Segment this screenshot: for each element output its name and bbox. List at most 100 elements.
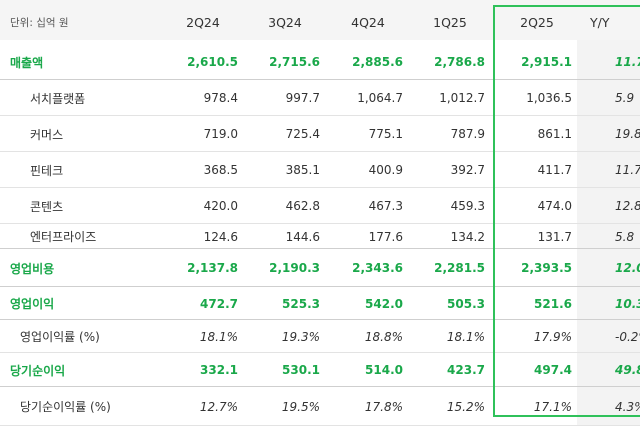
row-label: 매출액 [10, 55, 44, 70]
row-divider [0, 248, 640, 249]
value-cell: 385.1 [285, 163, 320, 177]
value-cell: 17.1% [533, 399, 572, 414]
row-divider [0, 352, 640, 353]
table-row: 콘텐츠 420.0 462.8 467.3 459.3 474.0 12.8 [0, 188, 640, 224]
value-cell: 18.8% [364, 329, 403, 344]
value-cell: 124.6 [203, 229, 238, 244]
row-label: 콘텐츠 [30, 199, 64, 214]
table-row: 당기순이익 332.1 530.1 514.0 423.7 497.4 49.8 [0, 353, 640, 387]
value-cell: 17.8% [364, 399, 403, 414]
value-cell: 18.1% [446, 329, 485, 344]
value-cell: 392.7 [450, 163, 485, 177]
column-header: 1Q25 [433, 14, 467, 30]
table-row: 매출액 2,610.5 2,715.6 2,885.6 2,786.8 2,915.1 11… [0, 44, 640, 80]
value-cell: 521.6 [534, 296, 572, 311]
column-header: Y/Y [590, 14, 610, 30]
table-row: 커머스 719.0 725.4 775.1 787.9 861.1 19.8 [0, 116, 640, 152]
value-cell: 1,036.5 [526, 91, 572, 105]
value-cell: 2,885.6 [352, 55, 403, 69]
value-cell: 497.4 [534, 363, 572, 377]
column-header: 2Q25 [520, 14, 554, 30]
value-cell: 2,137.8 [187, 261, 238, 275]
value-cell: 18.1% [199, 329, 238, 344]
table-row: 핀테크 368.5 385.1 400.9 392.7 411.7 11.7 [0, 152, 640, 188]
table-row: 서치플랫폼 978.4 997.7 1,064.7 1,012.7 1,036.5 5.9 [0, 80, 640, 116]
value-cell: 997.7 [285, 91, 320, 105]
value-cell: 474.0 [537, 199, 572, 213]
value-cell: 420.0 [203, 199, 238, 213]
value-cell: 530.1 [282, 363, 320, 377]
row-label: 당기순이익 [10, 363, 66, 378]
table-row: 영업비용 2,137.8 2,190.3 2,343.6 2,281.5 2,393.5 1… [0, 249, 640, 287]
table-row: 엔터프라이즈 124.6 144.6 177.6 134.2 131.7 5.8 [0, 224, 640, 249]
row-label: 영업이익 [10, 297, 55, 311]
row-divider [0, 151, 640, 152]
row-label: 엔터프라이즈 [30, 230, 97, 244]
value-cell: 411.7 [537, 163, 572, 177]
header-row: 단위: 십억 원 2Q24 3Q24 4Q24 1Q25 2Q25 Y/Y [0, 0, 640, 44]
value-cell: 775.1 [368, 127, 403, 141]
row-label: 영업이익률 (%) [20, 330, 100, 344]
row-divider [0, 319, 640, 320]
value-cell: 144.6 [285, 229, 320, 244]
column-header: 4Q24 [351, 14, 385, 30]
value-cell: 423.7 [447, 363, 485, 377]
row-divider [0, 115, 640, 116]
value-cell: 177.6 [368, 229, 403, 244]
value-cell: 2,393.5 [521, 261, 572, 275]
value-cell: 725.4 [285, 127, 320, 141]
table-row: 영업이익률 (%) 18.1% 19.3% 18.8% 18.1% 17.9% -0.2% [0, 320, 640, 353]
yoy-cell: 12.8 [615, 199, 640, 213]
value-cell: 2,610.5 [187, 55, 238, 69]
value-cell: 1,012.7 [439, 91, 485, 105]
value-cell: 467.3 [368, 199, 403, 213]
value-cell: 131.7 [537, 229, 572, 244]
column-header: 2Q24 [186, 14, 220, 30]
value-cell: 542.0 [365, 296, 403, 311]
row-divider [0, 286, 640, 287]
row-label: 핀테크 [30, 163, 64, 178]
table-row: 당기순이익률 (%) 12.7% 19.5% 17.8% 15.2% 17.1% 4.3% [0, 387, 640, 426]
value-cell: 472.7 [200, 296, 238, 311]
value-cell: 525.3 [282, 296, 320, 311]
value-cell: 2,281.5 [434, 261, 485, 275]
yoy-cell: 5.9 [615, 91, 635, 105]
row-divider [0, 223, 640, 224]
yoy-cell: 12.0 [615, 261, 640, 275]
column-header: 3Q24 [268, 14, 302, 30]
value-cell: 462.8 [285, 199, 320, 213]
value-cell: 134.2 [450, 229, 485, 244]
row-divider [0, 79, 640, 80]
value-cell: 978.4 [203, 91, 238, 105]
value-cell: 719.0 [203, 127, 238, 141]
row-label: 영업비용 [10, 261, 55, 276]
yoy-cell: 49.8 [615, 363, 640, 377]
value-cell: 400.9 [368, 163, 403, 177]
value-cell: 15.2% [446, 399, 485, 414]
value-cell: 19.3% [281, 329, 320, 344]
yoy-cell: 11.7 [615, 163, 640, 177]
yoy-cell: 19.8 [615, 127, 640, 141]
value-cell: 2,343.6 [352, 261, 403, 275]
value-cell: 2,786.8 [434, 55, 485, 69]
row-label: 커머스 [30, 127, 64, 142]
value-cell: 368.5 [203, 163, 238, 177]
row-label: 당기순이익률 (%) [20, 400, 111, 414]
yoy-cell: -0.2% [615, 329, 640, 344]
value-cell: 2,915.1 [521, 55, 572, 69]
value-cell: 787.9 [450, 127, 485, 141]
row-label: 서치플랫폼 [30, 91, 86, 106]
table-row: 영업이익 472.7 525.3 542.0 505.3 521.6 10.3 [0, 287, 640, 320]
yoy-cell: 5.8 [615, 229, 635, 244]
value-cell: 2,715.6 [269, 55, 320, 69]
yoy-cell: 10.3 [615, 296, 640, 311]
value-cell: 514.0 [365, 363, 403, 377]
row-divider [0, 386, 640, 387]
row-divider [0, 187, 640, 188]
value-cell: 505.3 [447, 296, 485, 311]
highlight-box [493, 5, 640, 417]
value-cell: 12.7% [199, 399, 238, 414]
value-cell: 2,190.3 [269, 261, 320, 275]
value-cell: 332.1 [200, 363, 238, 377]
